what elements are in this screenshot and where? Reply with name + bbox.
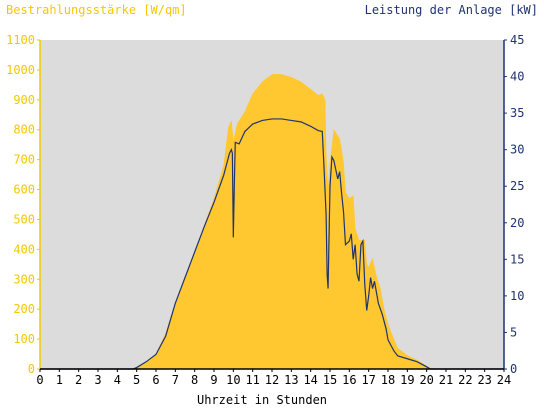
right-tick-label: 5 [510, 325, 517, 339]
left-tick-label: 600 [13, 183, 35, 197]
x-tick-label: 2 [75, 373, 82, 387]
right-tick-label: 30 [510, 143, 524, 157]
x-tick-label: 10 [226, 373, 240, 387]
power-layer [40, 118, 504, 370]
x-tick-label: 12 [265, 373, 279, 387]
x-tick-label: 21 [439, 373, 453, 387]
x-tick-label: 13 [284, 373, 298, 387]
left-tick-label: 0 [28, 362, 35, 376]
x-tick-label: 3 [94, 373, 101, 387]
left-tick-label: 800 [13, 123, 35, 137]
left-tick-label: 1000 [6, 63, 35, 77]
axes: 0100200300400500600700800900100011000510… [6, 33, 524, 387]
x-tick-label: 6 [152, 373, 159, 387]
left-tick-label: 300 [13, 272, 35, 286]
left-tick-label: 700 [13, 153, 35, 167]
x-tick-label: 9 [210, 373, 217, 387]
x-tick-label: 0 [36, 373, 43, 387]
x-tick-label: 8 [191, 373, 198, 387]
right-tick-label: 45 [510, 33, 524, 47]
left-tick-label: 1100 [6, 33, 35, 47]
right-tick-label: 10 [510, 289, 524, 303]
x-tick-label: 1 [56, 373, 63, 387]
right-tick-label: 15 [510, 252, 524, 266]
x-tick-label: 18 [381, 373, 395, 387]
left-tick-label: 200 [13, 302, 35, 316]
right-tick-label: 25 [510, 179, 524, 193]
right-tick-label: 0 [510, 362, 517, 376]
x-tick-label: 7 [172, 373, 179, 387]
x-tick-label: 11 [245, 373, 259, 387]
x-tick-label: 20 [419, 373, 433, 387]
x-tick-label: 5 [133, 373, 140, 387]
power-line [40, 118, 504, 370]
x-tick-label: 23 [477, 373, 491, 387]
x-axis-title: Uhrzeit in Stunden [197, 393, 327, 407]
x-tick-label: 24 [497, 373, 511, 387]
x-tick-label: 14 [303, 373, 317, 387]
x-tick-label: 15 [323, 373, 337, 387]
left-tick-label: 400 [13, 242, 35, 256]
x-tick-label: 22 [458, 373, 472, 387]
right-tick-label: 40 [510, 70, 524, 84]
x-tick-label: 17 [361, 373, 375, 387]
right-tick-label: 35 [510, 106, 524, 120]
x-tick-label: 16 [342, 373, 356, 387]
left-tick-label: 500 [13, 212, 35, 226]
x-tick-label: 19 [400, 373, 414, 387]
right-axis-title: Leistung der Anlage [kW] [365, 3, 538, 17]
left-tick-label: 900 [13, 93, 35, 107]
left-axis-title: Bestrahlungsstärke [W/qm] [6, 3, 187, 17]
x-tick-label: 4 [114, 373, 121, 387]
left-tick-label: 100 [13, 332, 35, 346]
right-tick-label: 20 [510, 216, 524, 230]
